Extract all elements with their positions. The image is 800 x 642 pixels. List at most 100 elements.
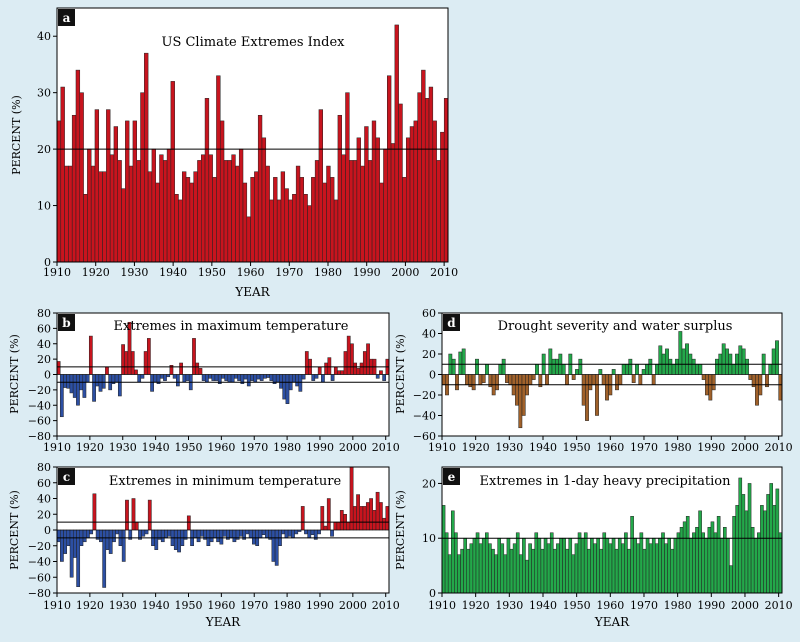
- bar: [655, 364, 659, 375]
- x-tick-label: 1970: [240, 599, 268, 612]
- bar: [269, 374, 274, 381]
- bar: [698, 364, 703, 375]
- bar: [60, 86, 65, 263]
- bar: [628, 358, 633, 375]
- bar: [193, 529, 198, 539]
- bar: [707, 527, 712, 594]
- x-tick-label: 1920: [76, 599, 104, 612]
- panel-label: a: [63, 11, 71, 25]
- bar: [263, 374, 267, 379]
- bar: [618, 374, 623, 385]
- bar: [204, 98, 210, 263]
- x-tick-label: 1980: [273, 599, 301, 612]
- bar: [212, 177, 217, 263]
- bar: [243, 374, 248, 380]
- bar: [223, 160, 229, 263]
- bar: [748, 374, 753, 380]
- panel-label-badge: [58, 468, 75, 485]
- bar: [574, 543, 579, 594]
- bar: [322, 182, 327, 263]
- bar: [543, 537, 548, 594]
- bar: [494, 554, 498, 594]
- x-tick-label: 1940: [529, 599, 557, 612]
- panel-label-badge: [58, 9, 75, 26]
- bar: [525, 559, 529, 594]
- bar: [701, 532, 705, 594]
- y-tick-label: 40: [37, 30, 51, 43]
- x-tick-label: 1960: [596, 441, 624, 454]
- bar: [178, 199, 183, 263]
- bar: [518, 374, 523, 429]
- bar: [692, 532, 696, 594]
- bar: [488, 543, 492, 594]
- y-tick-label: −80: [28, 587, 51, 600]
- panel-label: d: [447, 316, 456, 330]
- bar: [636, 543, 641, 594]
- bar: [300, 506, 305, 531]
- bar: [196, 529, 201, 543]
- bar: [465, 374, 469, 385]
- bar: [128, 165, 134, 263]
- bar: [658, 537, 662, 594]
- bar: [695, 527, 699, 594]
- bar: [106, 109, 111, 263]
- bar: [645, 537, 650, 594]
- bar: [638, 374, 643, 385]
- bar: [147, 171, 153, 263]
- bar: [292, 374, 296, 383]
- bar: [295, 374, 299, 387]
- bar: [327, 357, 332, 375]
- y-tick-label: 10: [37, 200, 51, 213]
- bar: [379, 370, 383, 375]
- bar: [121, 188, 126, 263]
- bar: [679, 527, 684, 594]
- y-tick-label: 0: [429, 587, 436, 600]
- bar: [501, 358, 506, 375]
- bar: [763, 510, 767, 594]
- bar: [366, 343, 370, 375]
- bar: [82, 529, 87, 543]
- y-tick-label: −60: [28, 415, 51, 428]
- bar: [631, 374, 636, 383]
- y-tick-label: 20: [422, 348, 436, 361]
- bar: [130, 351, 135, 375]
- bar: [755, 374, 759, 406]
- bar: [378, 502, 383, 531]
- y-tick-label: 0: [44, 256, 51, 269]
- panel-label-badge: [443, 314, 460, 331]
- bar: [250, 374, 254, 381]
- bar: [345, 92, 350, 263]
- bar: [285, 374, 290, 404]
- bar: [383, 148, 388, 263]
- y-tick-label: 60: [422, 307, 436, 320]
- bar: [641, 369, 646, 375]
- bar: [515, 374, 519, 406]
- bar: [421, 69, 426, 263]
- bar: [197, 160, 202, 263]
- bar: [409, 126, 415, 263]
- chart-title: US Climate Extremes Index: [161, 35, 345, 50]
- bar: [214, 374, 219, 381]
- y-tick-label: −60: [28, 571, 51, 584]
- bar: [109, 154, 115, 263]
- bar: [595, 374, 599, 416]
- bar: [265, 529, 269, 539]
- bar-series-b: [56, 321, 390, 418]
- bar: [159, 374, 164, 379]
- y-tick-label: 30: [37, 87, 51, 100]
- y-tick-label: −40: [413, 410, 436, 423]
- bar: [461, 348, 466, 375]
- bar: [571, 374, 576, 380]
- bar: [86, 529, 90, 539]
- plot-frame-e: [441, 466, 783, 594]
- bar: [436, 160, 441, 263]
- bar: [179, 362, 183, 375]
- bar: [140, 92, 145, 263]
- bar: [432, 120, 437, 263]
- bar: [314, 374, 319, 379]
- bar: [336, 521, 341, 531]
- bar: [440, 131, 445, 263]
- bar: [481, 374, 486, 383]
- bar: [471, 374, 476, 391]
- bar: [365, 502, 370, 531]
